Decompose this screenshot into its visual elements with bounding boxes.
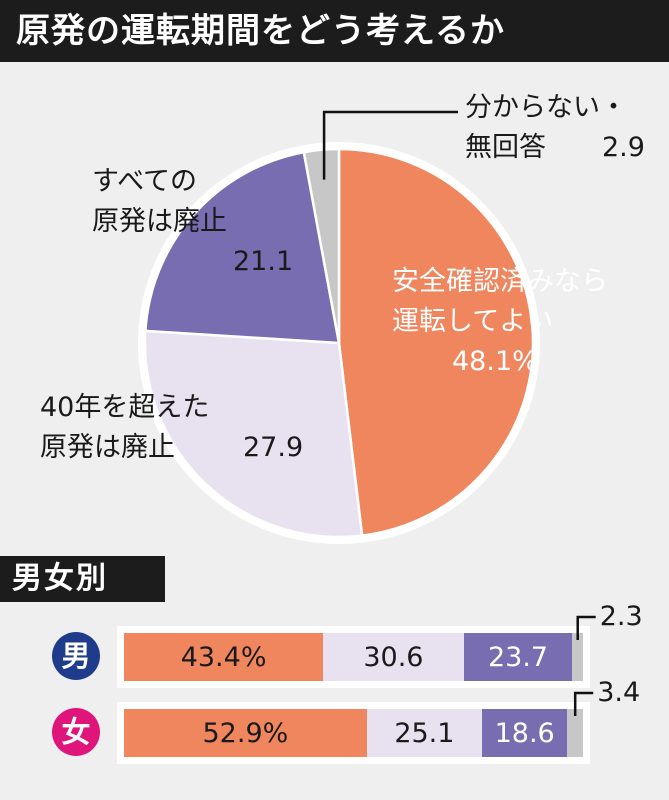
pie-chart: [138, 110, 540, 544]
pie-label-unknown-line1: 分からない・: [465, 92, 627, 123]
bar-segment-female-0: 52.9%: [124, 709, 367, 757]
bar-segment-female-2: 18.6: [482, 709, 568, 757]
pie-label-all-abolish-line1: すべての: [92, 166, 198, 197]
pie-label-all-abolish-line2: 原発は廃止: [92, 206, 227, 237]
pie-value-unknown: 2.9: [602, 132, 645, 163]
bar-value-unknown-female: 3.4: [597, 677, 641, 708]
bar-segment-male-1: 30.6: [323, 633, 464, 681]
chart-title: 原発の運転期間をどう考えるか: [0, 0, 669, 62]
bar-row-female: 52.9% 25.1 18.6: [117, 702, 590, 764]
bar-segment-male-2: 23.7: [463, 633, 573, 681]
pie-value-operate: 48.1%: [452, 346, 538, 377]
pie-leader-line-unknown: [322, 110, 458, 180]
pie-value-all-abolish: 21.1: [233, 246, 294, 277]
pie-slice-2: [144, 150, 341, 345]
bar-segment-female-3: [567, 709, 583, 757]
bar-leader-line-male: [576, 615, 596, 640]
pie-slice-1: [143, 329, 364, 539]
bar-segment-male-3: [572, 633, 583, 681]
pie-value-over40: 27.9: [243, 432, 304, 463]
pie-slice-0: [337, 147, 535, 538]
gender-section-title: 男女別: [0, 556, 165, 602]
pie-label-over40-line2: 原発は廃止: [40, 432, 175, 463]
bar-segment-female-1: 25.1: [366, 709, 482, 757]
bar-value-unknown-male: 2.3: [599, 601, 643, 632]
pie-label-over40-line1: 40年を超えた: [40, 392, 210, 423]
bar-segment-male-0: 43.4%: [124, 633, 324, 681]
pie-slice-3: [302, 147, 341, 344]
gender-badge-female: 女: [52, 708, 100, 756]
pie-label-operate-line2: 運転してよい: [392, 306, 554, 337]
bar-leader-line-female: [573, 691, 594, 716]
pie-label-operate-line1: 安全確認済みなら: [392, 266, 608, 297]
pie-label-unknown-line2: 無回答: [465, 132, 546, 163]
bar-row-male: 43.4% 30.6 23.7: [117, 626, 590, 688]
gender-badge-male: 男: [52, 632, 100, 680]
